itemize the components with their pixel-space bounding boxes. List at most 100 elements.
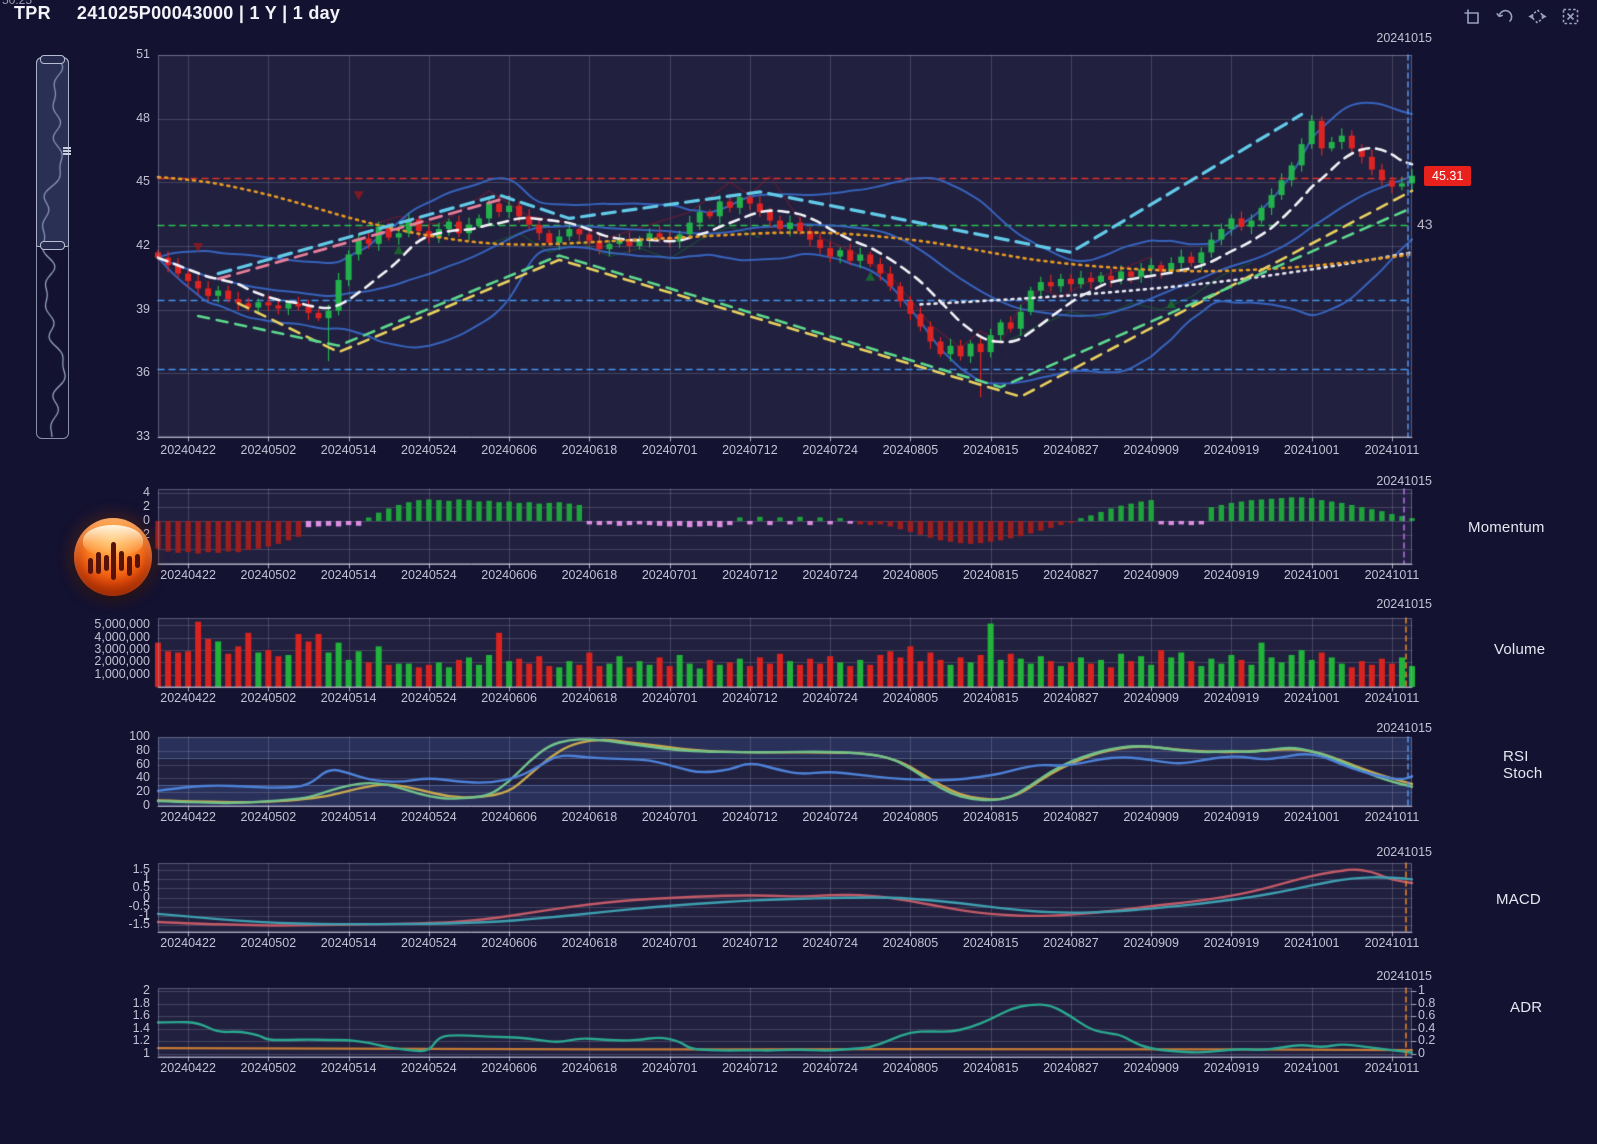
axis-tick-label: 20240909: [1123, 691, 1179, 705]
axis-tick-label: 20240422: [160, 810, 216, 824]
axis-tick-label: 20240827: [1043, 443, 1099, 457]
axis-tick-label: 20240524: [401, 810, 457, 824]
adr-panel-label: ADR: [1510, 999, 1543, 1016]
axis-tick-label: 20240919: [1203, 568, 1260, 582]
axis-tick-label: 20240618: [561, 810, 618, 824]
navigator-bottom-handle[interactable]: [40, 241, 65, 250]
axis-tick-label: 20240712: [722, 936, 778, 950]
axis-tick-label: 20240618: [561, 568, 618, 582]
axis-tick-label: -1.5: [128, 916, 150, 931]
axis-tick-label: 0.2: [1418, 1033, 1436, 1048]
axis-tick-label: 20240606: [481, 568, 537, 582]
axis-tick-label: 20240422: [160, 936, 216, 950]
axis-tick-label: 20240606: [481, 443, 537, 457]
axis-tick-label: 20241011: [1364, 568, 1420, 582]
axis-tick-label: 20241011: [1364, 1061, 1420, 1075]
axis-tick-label: 20240909: [1123, 443, 1179, 457]
axis-tick-label: 0.6: [1418, 1008, 1436, 1023]
last-price-badge: 45.31: [1424, 166, 1472, 186]
axis-tick-label: 0: [143, 889, 150, 904]
axis-tick-label: 20240805: [882, 691, 939, 705]
axis-tick-label: -1: [138, 907, 150, 922]
axis-tick-label: 20240805: [882, 936, 939, 950]
axis-tick-label: 20240827: [1043, 691, 1099, 705]
axis-tick-label: 20240502: [240, 568, 297, 582]
axis-tick-label: 20240815: [962, 936, 1019, 950]
axis-tick-label: 20240827: [1043, 1061, 1099, 1075]
axis-tick-label: 3,000,000: [94, 642, 150, 657]
time-range-navigator[interactable]: [36, 55, 71, 439]
axis-tick-label: 20240502: [240, 936, 297, 950]
axis-tick-label: 20240524: [401, 568, 457, 582]
axis-tick-label: 20241001: [1283, 1061, 1340, 1075]
axis-tick-label: 20240815: [962, 1061, 1019, 1075]
axis-tick-label: 20240909: [1123, 936, 1179, 950]
axis-tick-label: 20240514: [320, 443, 377, 457]
axis-tick-label: 20240524: [401, 1061, 457, 1075]
axis-tick-label: 20240701: [641, 568, 698, 582]
session-date-momentum: 20241015: [1376, 474, 1432, 488]
axis-tick-label: 20240827: [1043, 936, 1099, 950]
stoch-panel-label: Stoch: [1503, 765, 1543, 782]
axis-tick-label: 1: [1418, 983, 1425, 998]
momentum-panel-label: Momentum: [1468, 519, 1545, 536]
axis-tick-label: 20240502: [240, 1061, 297, 1075]
axis-tick-label: 20240514: [320, 691, 377, 705]
session-date-macd: 20241015: [1376, 845, 1432, 859]
axis-tick-label: 20240606: [481, 1061, 537, 1075]
axis-tick-label: 20240712: [722, 568, 778, 582]
axis-tick-label: 45: [136, 174, 150, 189]
axis-tick-label: 20240618: [561, 691, 618, 705]
axis-tick-label: 20241001: [1283, 691, 1340, 705]
axis-tick-label: 0: [143, 798, 150, 812]
axis-tick-label: 20240422: [160, 443, 216, 457]
axis-tick-label: 20240815: [962, 568, 1019, 582]
navigator-grip-icon[interactable]: [63, 146, 71, 158]
axis-tick-label: 0: [1418, 1045, 1425, 1060]
axis-tick-label: 20240618: [561, 443, 618, 457]
axis-tick-label: 36: [136, 365, 150, 380]
axis-tick-label: 20240919: [1203, 1061, 1260, 1075]
axis-tick-label: 20240724: [802, 936, 858, 950]
axis-tick-label: 20240606: [481, 691, 537, 705]
axis-tick-label: 2: [143, 499, 150, 514]
axis-tick-label: 1.2: [132, 1033, 150, 1048]
axis-tick-label: 20241011: [1364, 936, 1420, 950]
axis-tick-label: 20240712: [722, 443, 778, 457]
axis-tick-label: 20240514: [320, 1061, 377, 1075]
session-date-main: 20241015: [1376, 31, 1432, 45]
axis-tick-label: 20240909: [1123, 810, 1179, 824]
axis-tick-label: 20240805: [882, 443, 939, 457]
axis-tick-label: 20240524: [401, 936, 457, 950]
axis-tick-label: 20240724: [802, 443, 858, 457]
axis-tick-label: 1.6: [132, 1008, 150, 1023]
axis-tick-label: 42: [136, 238, 150, 252]
axis-tick-label: 20240805: [882, 568, 939, 582]
axis-tick-label: 1.5: [132, 862, 150, 877]
axis-tick-label: 20240514: [320, 810, 377, 824]
navigator-selected-window[interactable]: [36, 57, 69, 247]
axis-tick-label: 20240502: [240, 810, 297, 824]
axis-tick-label: 20240502: [240, 443, 297, 457]
axis-tick-label: 0: [143, 512, 150, 527]
axis-tick-label: 0.8: [1418, 995, 1436, 1010]
axis-tick-label: 20240422: [160, 691, 216, 705]
axis-tick-label: 20240701: [641, 1061, 698, 1075]
axis-tick-label: 1.4: [132, 1020, 150, 1035]
axis-tick-label: 20241011: [1364, 810, 1420, 824]
axis-tick-label: 20240618: [561, 1061, 618, 1075]
axis-tick-label: 5,000,000: [94, 617, 150, 632]
navigator-top-handle[interactable]: [40, 55, 65, 64]
axis-tick-label: 2,000,000: [94, 654, 150, 669]
axis-tick-label: 20240422: [160, 568, 216, 582]
axis-tick-label: 20240701: [641, 691, 698, 705]
axis-tick-label: 20240701: [641, 810, 698, 824]
axis-tick-label: 20241001: [1283, 810, 1340, 824]
axis-tick-label: 60: [136, 756, 150, 771]
axis-tick-label: 4: [143, 485, 150, 500]
axis-tick-label: 20240805: [882, 1061, 939, 1075]
axis-tick-label: 20240618: [561, 936, 618, 950]
axis-tick-label: 20241001: [1283, 936, 1340, 950]
